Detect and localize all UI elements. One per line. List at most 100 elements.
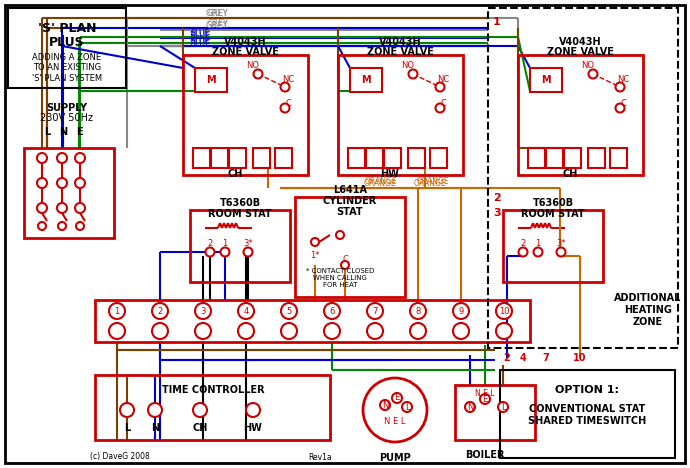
Circle shape (206, 248, 215, 256)
Text: ZONE VALVE: ZONE VALVE (212, 47, 279, 57)
Circle shape (363, 378, 427, 442)
Circle shape (380, 400, 390, 410)
Bar (546, 148, 563, 168)
Text: CH: CH (193, 423, 208, 433)
Bar (500, 370, 675, 458)
Text: 1: 1 (222, 239, 228, 248)
Text: L: L (501, 402, 505, 411)
Text: 2: 2 (493, 193, 501, 203)
Bar (384, 148, 401, 168)
Text: E: E (395, 394, 400, 402)
Text: GREY: GREY (206, 22, 228, 30)
Text: 2: 2 (520, 239, 526, 248)
Bar (408, 148, 425, 168)
Circle shape (392, 393, 402, 403)
Bar (211, 148, 228, 168)
Text: Rev1a: Rev1a (308, 453, 332, 461)
Bar (295, 197, 405, 297)
Circle shape (367, 323, 383, 339)
Text: 5: 5 (286, 307, 292, 315)
Text: 10: 10 (573, 353, 586, 363)
Circle shape (57, 153, 67, 163)
Text: ORANGE: ORANGE (364, 178, 396, 188)
Text: ZONE VALVE: ZONE VALVE (546, 47, 613, 57)
Text: BLUE: BLUE (189, 30, 210, 39)
Text: CH: CH (227, 169, 243, 179)
Text: 7: 7 (542, 353, 549, 363)
Circle shape (336, 231, 344, 239)
Circle shape (109, 303, 125, 319)
Text: 6: 6 (329, 307, 335, 315)
Text: L: L (124, 423, 130, 433)
Bar (455, 385, 535, 440)
Circle shape (244, 248, 253, 256)
Bar (229, 148, 246, 168)
Text: GREY: GREY (208, 19, 228, 28)
Bar (350, 68, 382, 92)
Circle shape (152, 303, 168, 319)
Text: STAT: STAT (337, 207, 364, 217)
Text: 3*: 3* (556, 239, 566, 248)
Text: SUPPLY: SUPPLY (46, 103, 88, 113)
Text: N E L: N E L (384, 417, 406, 426)
Text: CYLINDER: CYLINDER (323, 196, 377, 206)
Bar (183, 55, 308, 175)
Text: 8: 8 (415, 307, 421, 315)
Text: V4043H: V4043H (224, 37, 266, 47)
Text: ROOM STAT: ROOM STAT (521, 209, 585, 219)
Circle shape (496, 323, 512, 339)
Text: N E L: N E L (475, 388, 495, 397)
Text: 3: 3 (493, 208, 501, 218)
Text: ADDING A ZONE
TO AN EXISTING
'S' PLAN SYSTEM: ADDING A ZONE TO AN EXISTING 'S' PLAN SY… (32, 53, 102, 83)
Text: ADDITIONAL
HEATING
ZONE: ADDITIONAL HEATING ZONE (614, 293, 682, 327)
Text: L: L (405, 402, 409, 411)
Bar (190, 210, 290, 282)
Circle shape (533, 248, 542, 256)
Circle shape (465, 402, 475, 412)
Circle shape (589, 70, 598, 79)
Bar (518, 55, 643, 175)
Text: V4043H: V4043H (379, 37, 422, 47)
Text: 230V 50Hz: 230V 50Hz (41, 113, 94, 123)
Text: GREY: GREY (206, 9, 228, 19)
Text: 1*: 1* (310, 251, 319, 261)
Text: E: E (76, 127, 82, 137)
Text: HW: HW (381, 169, 400, 179)
Text: N: N (59, 127, 67, 137)
Bar (348, 148, 365, 168)
Text: 7: 7 (373, 307, 377, 315)
Text: BLUE: BLUE (190, 29, 210, 37)
Circle shape (281, 303, 297, 319)
Text: BLUE: BLUE (190, 37, 210, 46)
Bar (503, 210, 603, 282)
Circle shape (281, 323, 297, 339)
Circle shape (195, 323, 211, 339)
Text: 2: 2 (157, 307, 163, 315)
Text: 4: 4 (244, 307, 248, 315)
Text: (c) DaveG 2008: (c) DaveG 2008 (90, 453, 150, 461)
Text: NO: NO (582, 61, 595, 71)
Text: BLUE: BLUE (189, 38, 210, 47)
Text: 2: 2 (208, 239, 213, 248)
Text: * CONTACT CLOSED
WHEN CALLING
FOR HEAT: * CONTACT CLOSED WHEN CALLING FOR HEAT (306, 268, 374, 288)
Text: N: N (151, 423, 159, 433)
Circle shape (37, 203, 47, 213)
Bar (530, 68, 562, 92)
Bar (253, 148, 270, 168)
Circle shape (453, 303, 469, 319)
Circle shape (402, 402, 412, 412)
Text: M: M (361, 75, 371, 85)
Text: 1: 1 (535, 239, 541, 248)
Text: BOILER: BOILER (465, 450, 505, 460)
Text: CONVENTIONAL STAT
SHARED TIMESWITCH: CONVENTIONAL STAT SHARED TIMESWITCH (528, 404, 646, 426)
Bar (564, 148, 581, 168)
Text: V4043H: V4043H (559, 37, 601, 47)
Circle shape (109, 323, 125, 339)
Text: OPTION 1:: OPTION 1: (555, 385, 619, 395)
Circle shape (152, 323, 168, 339)
Text: ORANGE: ORANGE (417, 177, 449, 187)
Text: NC: NC (617, 74, 629, 83)
Text: M: M (206, 75, 216, 85)
Circle shape (453, 323, 469, 339)
Circle shape (324, 323, 340, 339)
